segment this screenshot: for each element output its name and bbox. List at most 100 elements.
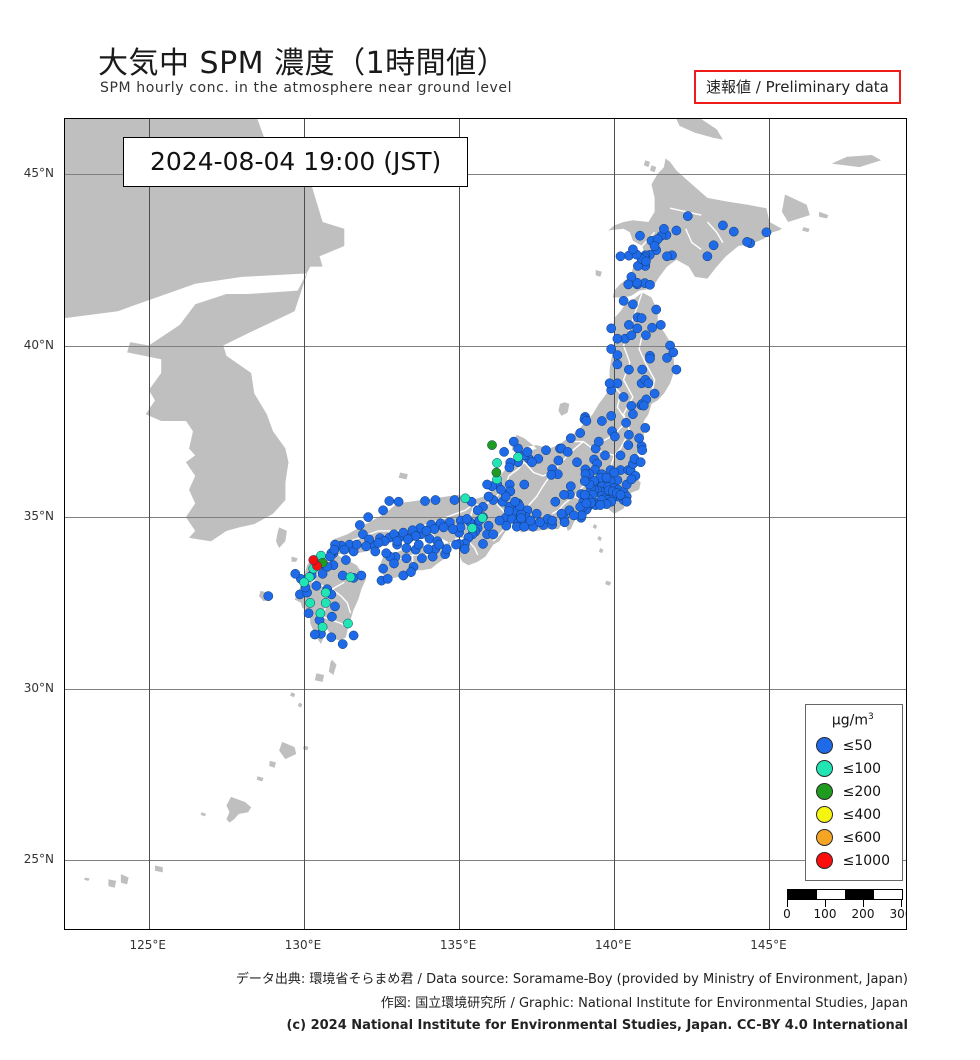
station-dot[interactable]: [339, 544, 350, 555]
station-dot[interactable]: [519, 479, 530, 490]
station-dot[interactable]: [522, 447, 533, 457]
station-dot[interactable]: [483, 491, 494, 502]
station-dot[interactable]: [398, 527, 409, 538]
monitoring-station-dots[interactable]: [65, 119, 906, 929]
station-dot[interactable]: [655, 320, 666, 330]
station-dot[interactable]: [492, 458, 502, 468]
station-dot[interactable]: [636, 313, 647, 323]
station-dot[interactable]: [668, 347, 679, 358]
station-dot[interactable]: [565, 433, 576, 444]
station-dot[interactable]: [662, 353, 672, 363]
station-dot[interactable]: [641, 330, 651, 341]
station-dot[interactable]: [708, 240, 719, 251]
station-dot[interactable]: [329, 544, 340, 555]
station-dot[interactable]: [581, 498, 592, 509]
station-dot[interactable]: [634, 433, 644, 444]
station-dot[interactable]: [500, 491, 511, 502]
station-dot[interactable]: [643, 378, 654, 389]
station-dot[interactable]: [623, 440, 634, 450]
station-dot[interactable]: [565, 481, 576, 492]
map-canvas[interactable]: 2024-08-04 19:00 (JST) μg/m3 ≤50 ≤100 ≤200…: [64, 118, 907, 930]
station-dot[interactable]: [477, 512, 488, 523]
station-dot[interactable]: [649, 241, 660, 251]
station-dot[interactable]: [401, 553, 412, 564]
station-dot[interactable]: [462, 514, 472, 524]
station-dot[interactable]: [487, 440, 497, 450]
station-dot[interactable]: [612, 333, 623, 344]
station-dot[interactable]: [326, 632, 337, 643]
station-dot[interactable]: [317, 568, 328, 579]
station-dot[interactable]: [651, 304, 662, 315]
station-dot[interactable]: [384, 496, 395, 506]
station-dot[interactable]: [356, 570, 367, 581]
station-dot[interactable]: [403, 534, 413, 545]
station-dot[interactable]: [641, 256, 651, 267]
station-dot[interactable]: [600, 450, 610, 461]
station-dot[interactable]: [488, 529, 499, 540]
station-dot[interactable]: [626, 474, 637, 485]
station-dot[interactable]: [575, 428, 586, 438]
station-dot[interactable]: [597, 416, 607, 426]
station-dot[interactable]: [351, 539, 362, 550]
station-dot[interactable]: [628, 299, 638, 310]
station-dot[interactable]: [363, 512, 374, 522]
station-dot[interactable]: [423, 544, 433, 554]
station-dot[interactable]: [626, 330, 637, 341]
station-dot[interactable]: [305, 598, 316, 608]
station-dot[interactable]: [459, 544, 470, 554]
station-dot[interactable]: [373, 538, 384, 548]
station-dot[interactable]: [761, 227, 772, 238]
station-dot[interactable]: [624, 429, 634, 440]
station-dot[interactable]: [354, 520, 365, 530]
station-dot[interactable]: [550, 496, 561, 507]
station-dot[interactable]: [606, 344, 617, 354]
station-dot[interactable]: [623, 279, 634, 290]
station-dot[interactable]: [624, 320, 634, 330]
station-dot[interactable]: [449, 495, 460, 505]
station-dot[interactable]: [503, 506, 514, 516]
station-dot[interactable]: [601, 472, 612, 483]
station-dot[interactable]: [263, 591, 274, 601]
station-dot[interactable]: [718, 220, 728, 231]
station-dot[interactable]: [508, 436, 519, 447]
station-dot[interactable]: [501, 520, 512, 531]
station-dot[interactable]: [308, 555, 319, 565]
station-dot[interactable]: [441, 544, 452, 554]
station-dot[interactable]: [527, 457, 537, 468]
station-dot[interactable]: [618, 392, 629, 402]
station-dot[interactable]: [392, 536, 402, 547]
station-dot[interactable]: [496, 484, 506, 495]
station-dot[interactable]: [434, 539, 444, 550]
station-dot[interactable]: [510, 496, 520, 507]
station-dot[interactable]: [662, 251, 672, 262]
station-dot[interactable]: [637, 364, 648, 375]
station-dot[interactable]: [671, 225, 682, 236]
station-dot[interactable]: [516, 513, 527, 524]
station-dot[interactable]: [534, 517, 545, 528]
station-dot[interactable]: [315, 608, 326, 619]
station-dot[interactable]: [609, 467, 620, 478]
station-dot[interactable]: [572, 457, 582, 468]
station-dot[interactable]: [491, 467, 502, 478]
station-dot[interactable]: [615, 251, 626, 262]
station-dot[interactable]: [671, 364, 682, 375]
station-dot[interactable]: [309, 629, 320, 640]
station-dot[interactable]: [451, 539, 461, 550]
station-dot[interactable]: [472, 505, 483, 516]
station-dot[interactable]: [635, 457, 646, 468]
station-dot[interactable]: [401, 543, 412, 553]
station-dot[interactable]: [311, 580, 322, 591]
station-dot[interactable]: [546, 470, 557, 480]
station-dot[interactable]: [612, 359, 623, 370]
station-dot[interactable]: [645, 353, 655, 364]
station-dot[interactable]: [728, 226, 739, 237]
station-dot[interactable]: [606, 323, 617, 334]
station-dot[interactable]: [299, 577, 309, 588]
station-dot[interactable]: [635, 230, 645, 241]
station-dot[interactable]: [559, 517, 570, 528]
station-dot[interactable]: [482, 479, 492, 490]
station-dot[interactable]: [478, 539, 488, 549]
station-dot[interactable]: [615, 450, 626, 461]
station-dot[interactable]: [345, 572, 356, 583]
station-dot[interactable]: [638, 400, 649, 411]
